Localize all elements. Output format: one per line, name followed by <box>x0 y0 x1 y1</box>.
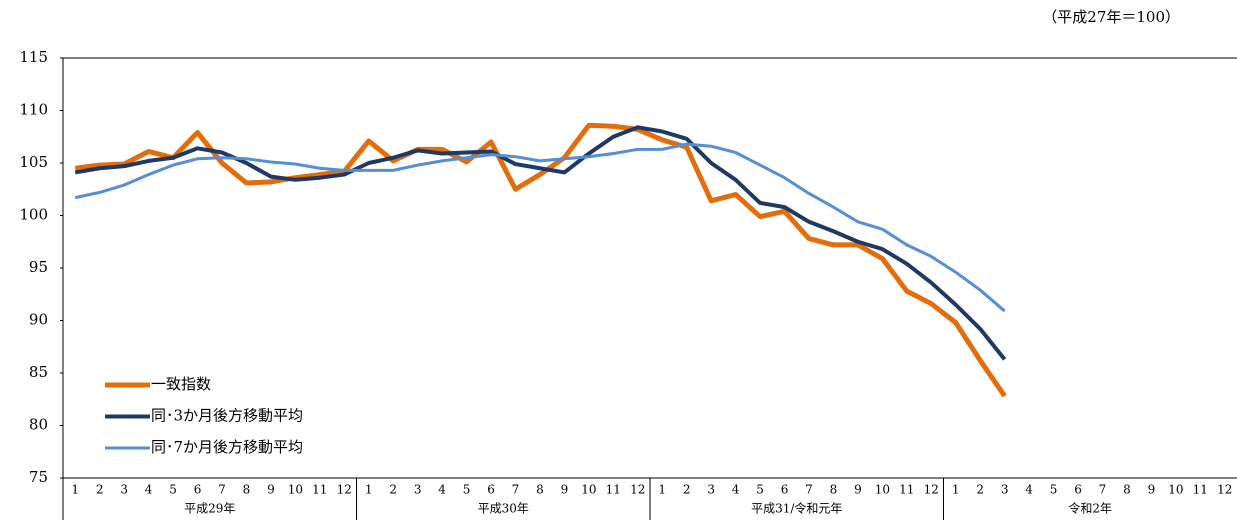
x-tick-label: 5 <box>756 483 764 497</box>
x-tick-label: 12 <box>1217 483 1232 497</box>
x-tick-label: 8 <box>830 483 838 497</box>
x-tick-label: 4 <box>732 483 740 497</box>
series-line <box>74 125 1007 361</box>
x-tick-label: 3 <box>707 483 715 497</box>
x-tick-label: 1 <box>365 483 373 497</box>
x-tick-label: 7 <box>805 483 813 497</box>
y-tick-label: 110 <box>19 101 48 119</box>
y-tick-label: 95 <box>29 258 48 276</box>
x-tick-label: 7 <box>218 483 226 497</box>
x-tick-label: 12 <box>924 483 939 497</box>
x-tick-label: 6 <box>1074 483 1082 497</box>
chart-note: （平成27年＝100） <box>1042 8 1180 26</box>
x-tick-label: 10 <box>288 483 303 497</box>
x-tick-label: 3 <box>1001 483 1009 497</box>
series-line <box>74 142 1006 313</box>
x-tick-label: 2 <box>683 483 691 497</box>
x-tick-label: 9 <box>561 483 569 497</box>
x-tick-label: 4 <box>438 483 446 497</box>
y-tick-label: 85 <box>29 363 48 381</box>
x-tick-label: 11 <box>899 483 914 497</box>
year-group-label: 令和2年 <box>1068 501 1112 516</box>
x-tick-label: 2 <box>389 483 397 497</box>
x-tick-label: 10 <box>1168 483 1183 497</box>
x-tick-label: 12 <box>630 483 645 497</box>
x-tick-label: 8 <box>243 483 251 497</box>
y-tick-label: 90 <box>29 311 48 329</box>
x-tick-label: 12 <box>337 483 352 497</box>
x-tick-label: 4 <box>145 483 153 497</box>
x-tick-label: 6 <box>487 483 495 497</box>
x-tick-label: 6 <box>781 483 789 497</box>
x-tick-label: 1 <box>952 483 960 497</box>
x-tick-label: 2 <box>96 483 104 497</box>
y-tick-label: 100 <box>19 206 48 224</box>
y-tick-label: 105 <box>19 153 48 171</box>
series-line <box>74 122 1007 398</box>
x-tick-label: 8 <box>536 483 544 497</box>
y-tick-label: 115 <box>19 48 48 66</box>
x-tick-label: 9 <box>1148 483 1156 497</box>
y-tick-label: 75 <box>29 468 48 486</box>
x-tick-label: 8 <box>1123 483 1131 497</box>
x-tick-label: 11 <box>606 483 621 497</box>
x-tick-label: 6 <box>194 483 202 497</box>
x-tick-label: 10 <box>875 483 890 497</box>
x-tick-label: 3 <box>414 483 422 497</box>
x-tick-label: 11 <box>1193 483 1208 497</box>
x-tick-label: 9 <box>854 483 862 497</box>
year-group-label: 平成30年 <box>478 502 529 516</box>
x-tick-label: 1 <box>658 483 666 497</box>
x-tick-label: 5 <box>169 483 177 497</box>
x-tick-label: 10 <box>581 483 596 497</box>
x-tick-label: 5 <box>1050 483 1058 497</box>
legend-label: 同･7か月後方移動平均 <box>151 438 303 456</box>
x-tick-label: 1 <box>71 483 79 497</box>
x-tick-label: 7 <box>1099 483 1107 497</box>
legend-label: 同･3か月後方移動平均 <box>151 407 303 425</box>
x-tick-label: 5 <box>463 483 471 497</box>
year-group-label: 平成31/令和元年 <box>751 501 842 516</box>
x-tick-label: 2 <box>976 483 984 497</box>
x-tick-label: 3 <box>120 483 128 497</box>
y-tick-label: 80 <box>29 416 48 434</box>
x-tick-label: 11 <box>312 483 327 497</box>
x-tick-label: 7 <box>512 483 520 497</box>
legend-label: 一致指数 <box>151 375 211 393</box>
x-tick-label: 4 <box>1025 483 1033 497</box>
year-group-label: 平成29年 <box>184 502 235 516</box>
x-tick-label: 9 <box>267 483 275 497</box>
